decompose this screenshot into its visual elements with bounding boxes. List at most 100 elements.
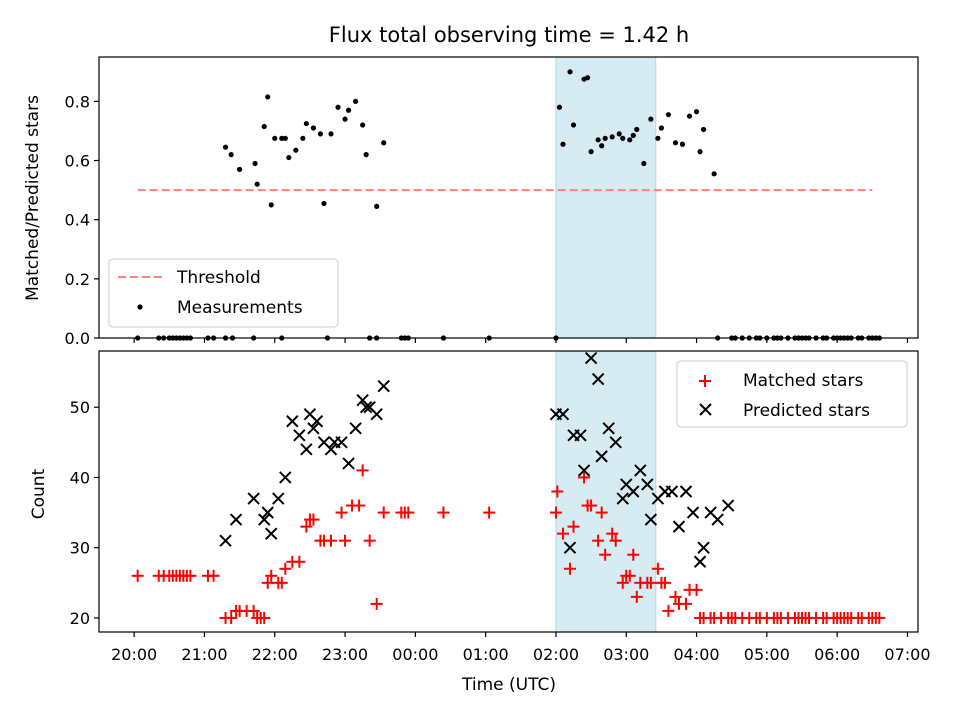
matched-point bbox=[658, 576, 671, 589]
matched-point bbox=[247, 604, 260, 617]
measurement-point bbox=[360, 122, 366, 128]
matched-point bbox=[595, 506, 608, 519]
x-tick-label: 00:00 bbox=[392, 645, 438, 664]
x-axis-label: Time (UTC) bbox=[461, 675, 556, 695]
predicted-point bbox=[261, 506, 274, 519]
y-tick-label: 0.4 bbox=[65, 211, 90, 230]
measurement-point bbox=[672, 140, 679, 146]
measurement-point bbox=[641, 160, 647, 167]
matched-point bbox=[662, 604, 675, 617]
x-tick-label: 05:00 bbox=[744, 645, 790, 664]
measurement-point bbox=[335, 104, 341, 110]
measurement-point bbox=[602, 135, 608, 141]
chart-title: Flux total observing time = 1.42 h bbox=[329, 23, 689, 47]
matched-point bbox=[356, 464, 369, 477]
x-tick-label: 01:00 bbox=[463, 645, 509, 664]
measurement-point bbox=[560, 141, 566, 147]
y-tick-label: 0.8 bbox=[65, 92, 90, 111]
matched-point bbox=[207, 569, 220, 582]
matched-point bbox=[551, 485, 564, 498]
predicted-point bbox=[342, 457, 355, 470]
measurement-point bbox=[556, 104, 563, 110]
predicted-point bbox=[634, 464, 647, 477]
matched-point bbox=[669, 590, 682, 603]
x-tick-label: 23:00 bbox=[322, 645, 368, 664]
matched-point bbox=[293, 555, 306, 568]
matched-point bbox=[353, 499, 366, 512]
predicted-point bbox=[293, 429, 306, 442]
matched-point bbox=[873, 611, 886, 624]
predicted-point bbox=[672, 520, 686, 533]
predicted-point bbox=[563, 541, 577, 554]
predicted-point bbox=[602, 422, 615, 435]
matched-point bbox=[184, 569, 197, 582]
matched-point bbox=[627, 548, 640, 561]
y-tick-label: 0.2 bbox=[65, 270, 90, 289]
measurement-point bbox=[293, 147, 299, 153]
measurement-point bbox=[363, 152, 369, 158]
matched-point bbox=[363, 534, 376, 547]
predicted-point bbox=[300, 443, 313, 456]
matched-point bbox=[402, 506, 415, 519]
measurement-point bbox=[570, 122, 577, 128]
matched-point bbox=[623, 569, 636, 582]
matched-point bbox=[300, 520, 313, 533]
legend-predicted-swatch bbox=[699, 403, 712, 416]
predicted-point bbox=[265, 527, 278, 540]
legend-predicted-label: Predicted stars bbox=[743, 401, 870, 421]
measurement-point bbox=[567, 69, 573, 75]
predicted-point bbox=[609, 436, 622, 449]
measurement-point bbox=[679, 141, 686, 147]
measurement-point bbox=[300, 135, 306, 141]
predicted-point bbox=[272, 492, 285, 505]
matched-point bbox=[616, 576, 629, 589]
measurement-point bbox=[303, 120, 309, 127]
measurement-point bbox=[352, 98, 359, 104]
bottom-highlight-span bbox=[555, 350, 657, 633]
measurement-point bbox=[228, 152, 234, 158]
measurement-point bbox=[693, 109, 700, 115]
x-tick-label: 22:00 bbox=[252, 645, 298, 664]
legend-matched-label: Matched stars bbox=[743, 371, 863, 391]
x-tick-label: 03:00 bbox=[603, 645, 649, 664]
matched-point bbox=[261, 576, 274, 589]
predicted-point bbox=[627, 485, 640, 498]
predicted-point bbox=[219, 534, 232, 547]
top-panel: 0.00.20.40.60.8 Matched/Predicted stars … bbox=[23, 56, 919, 348]
measurement-point bbox=[599, 143, 605, 149]
y-tick-label: 40 bbox=[70, 468, 90, 487]
predicted-point bbox=[556, 408, 570, 421]
x-tick-label: 20:00 bbox=[111, 645, 157, 664]
matched-point bbox=[644, 576, 657, 589]
top-ylabel: Matched/Predicted stars bbox=[23, 95, 43, 301]
bottom-legend: Matched stars Predicted stars bbox=[676, 360, 908, 428]
measurement-point bbox=[665, 112, 672, 118]
predicted-point bbox=[686, 506, 700, 519]
x-tick-label: 02:00 bbox=[533, 645, 579, 664]
x-tick-label: 21:00 bbox=[181, 645, 227, 664]
measurement-point bbox=[342, 116, 348, 122]
measurement-point bbox=[711, 171, 717, 177]
matched-point bbox=[680, 597, 693, 610]
x-tick-label: 04:00 bbox=[673, 645, 719, 664]
matched-point bbox=[609, 534, 622, 547]
predicted-point bbox=[377, 379, 390, 393]
matched-point bbox=[225, 611, 238, 624]
y-tick-label: 20 bbox=[70, 609, 90, 628]
y-tick-label: 0.6 bbox=[65, 152, 90, 171]
predicted-point bbox=[577, 464, 591, 477]
legend-matched-swatch bbox=[699, 375, 711, 387]
predicted-point bbox=[641, 478, 654, 491]
measurement-point bbox=[609, 134, 615, 140]
predicted-point bbox=[279, 471, 292, 484]
matched-point bbox=[606, 527, 619, 540]
measurement-point bbox=[588, 149, 594, 155]
measurement-point bbox=[265, 94, 271, 100]
top-legend: Threshold Measurements bbox=[108, 258, 339, 328]
matched-point bbox=[279, 562, 292, 575]
matched-point bbox=[592, 534, 605, 547]
measurement-point bbox=[328, 131, 334, 137]
matched-point bbox=[549, 506, 562, 519]
predicted-point bbox=[595, 450, 608, 463]
